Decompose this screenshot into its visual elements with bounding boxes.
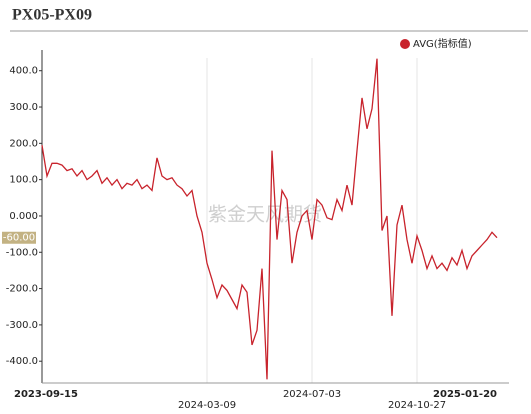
chart-title: PX05-PX09 (12, 7, 92, 24)
y-tick-label: -200.0 (6, 284, 38, 295)
series-line (41, 58, 498, 380)
y-tick-label: -400.0 (6, 356, 38, 367)
y-tick-label: 400.0 (9, 66, 38, 77)
legend-label: AVG(指标值) (413, 37, 472, 50)
y-tick-label: 200.0 (9, 138, 38, 149)
y-tick-label: 300.0 (9, 102, 38, 113)
y-tick-label: -100.0 (6, 247, 38, 258)
x-tick-label: 2024-07-03 (283, 389, 341, 400)
x-tick-label: 2024-03-09 (178, 400, 236, 411)
current-value-bg (2, 231, 36, 244)
x-tick-label: 2025-01-20 (433, 389, 497, 400)
watermark: 紫金天风期货 (208, 204, 322, 226)
y-tick-label: 100.0 (9, 175, 38, 186)
x-tick-label: 2023-09-15 (14, 389, 78, 400)
y-tick-label: -300.0 (6, 320, 38, 331)
x-tick-label: 2024-10-27 (388, 400, 446, 411)
legend-swatch (400, 39, 410, 49)
current-value-label: -60.00 (3, 233, 35, 244)
y-tick-label: 0.000 (9, 211, 38, 222)
